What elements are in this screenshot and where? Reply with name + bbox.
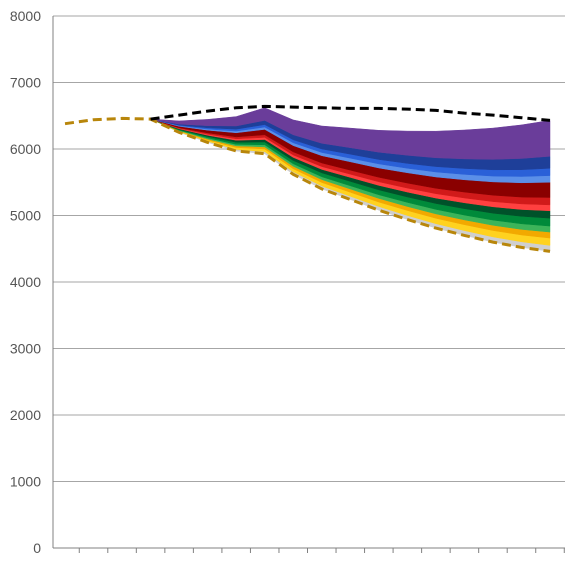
- base-series-line: [64, 116, 551, 253]
- stacked-areas: [150, 107, 551, 252]
- y-tick-label-8000: 8000: [10, 8, 41, 24]
- y-tick-label-6000: 6000: [10, 141, 41, 157]
- axes: [52, 16, 565, 553]
- y-tick-label-3000: 3000: [10, 341, 41, 357]
- y-tick-label-4000: 4000: [10, 274, 41, 290]
- y-tick-labels: 0 1000 2000 3000 4000 5000 6000 7000 8000: [10, 8, 41, 556]
- y-tick-label-1000: 1000: [10, 474, 41, 490]
- grid-lines: [53, 15, 565, 482]
- top-series-line: [150, 104, 551, 122]
- area-layer-12: [150, 107, 551, 160]
- y-tick-label-2000: 2000: [10, 407, 41, 423]
- y-tick-label-0: 0: [33, 540, 41, 556]
- y-tick-label-7000: 7000: [10, 75, 41, 91]
- boundary-lines: [64, 104, 551, 253]
- y-tick-label-5000: 5000: [10, 208, 41, 224]
